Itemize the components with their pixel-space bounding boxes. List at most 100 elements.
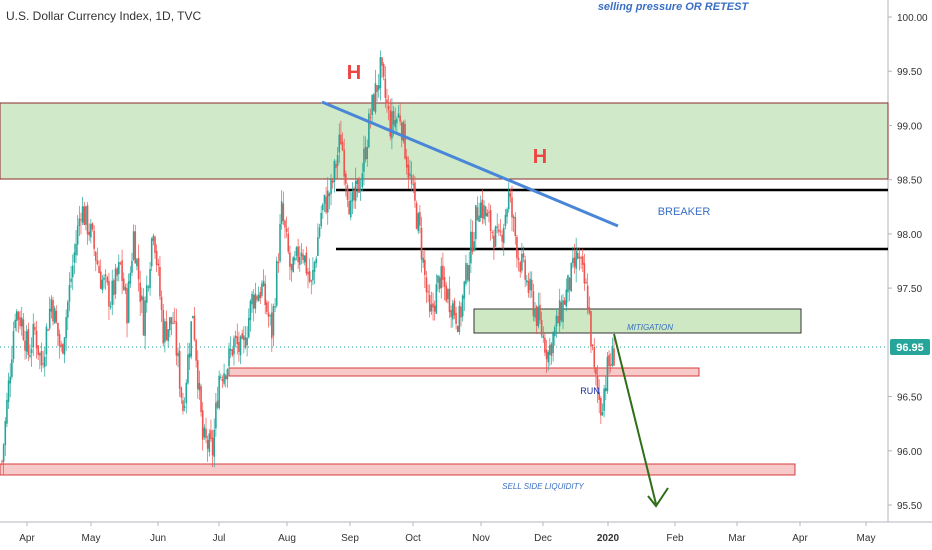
candle-body [570,262,573,292]
candle-body [330,179,332,195]
y-tick-label: 95.50 [897,501,922,512]
time-axis[interactable]: Apr May Jun Jul Aug Sep Oct Nov Dec 2020 Feb Mar Apr… [19,522,875,544]
candle-body [298,256,301,265]
candle-body [167,329,169,342]
candle-body [545,349,548,360]
candle-body [129,272,132,284]
candle-body [118,261,120,274]
candle-body [182,400,184,412]
candle-body [572,257,574,264]
candle-body [16,311,18,321]
candle-body [218,375,220,409]
candle-body [521,254,523,271]
candle-body [410,175,413,185]
x-tick-label: Aug [278,533,296,544]
candle-body [479,202,482,218]
candle-body [438,277,441,289]
candle-body [58,334,61,346]
candle-body [422,257,424,263]
candle-body [526,280,528,283]
candle-body [374,83,377,113]
candle-body [407,164,410,178]
candle-body [152,235,155,241]
candle-body [392,111,395,125]
candle-body [450,309,452,318]
candle-body [424,259,426,275]
candle-body [14,319,16,329]
candle-body [549,345,551,355]
candle-body [609,364,612,366]
y-tick-label: 97.50 [897,284,922,295]
demand-zone[interactable] [228,367,700,377]
candle-body [48,308,51,329]
candle-body [116,268,118,276]
candle-body [76,225,79,245]
candle-body [588,307,591,313]
candle-body [62,344,64,354]
forecast-arrow-head [647,487,669,508]
candle-body [233,338,235,355]
candle-body [338,134,341,153]
candle-body [55,310,58,323]
candle-body [359,189,362,192]
candle-body [478,215,480,222]
candle-body [532,291,535,317]
candle-body [257,294,260,302]
x-tick-label: Dec [534,533,552,544]
sell-side-liquidity-zone[interactable] [0,463,796,476]
candle-body [71,265,74,278]
candle-body [461,295,464,317]
candle-body [272,306,275,336]
candle-body [537,306,540,327]
candle-body [318,227,321,237]
candle-body [52,300,54,322]
candle-body [241,333,243,339]
candle-body [63,337,66,355]
forecast-arrow[interactable] [613,333,657,505]
x-tick-label: May [82,533,101,544]
candle-body [271,312,273,339]
candle-body [524,259,526,280]
candle-body [583,263,586,284]
candle-body [22,319,25,340]
supply-zone[interactable] [0,102,889,180]
candle-body [539,304,541,321]
candle-body [94,251,97,261]
candle-body [313,262,316,272]
mitigation-zone[interactable] [473,308,802,334]
candle-body [475,205,477,240]
candle-body [404,123,406,159]
candle-body [502,227,505,244]
price-axis[interactable]: 100.00 99.50 99.00 98.50 98.00 97.50 96.50 96.0… [888,13,928,512]
candle-body [389,110,392,137]
candle-body [354,181,357,201]
candle-body [81,206,84,223]
candle-body [275,260,278,306]
candle-body [183,406,186,408]
candle-body [328,193,331,197]
candle-body [448,288,451,313]
candle-body [425,277,428,293]
candle-body [517,258,520,260]
y-tick-label: 99.00 [897,121,922,132]
candle-body [50,299,53,312]
candle-body [412,184,415,186]
candle-body [213,429,216,457]
candle-body [198,382,201,391]
candle-body [295,247,298,256]
candle-body [493,235,495,249]
candle-body [376,85,378,92]
candle-body [363,148,365,172]
candle-body [405,156,408,168]
candle-body [34,327,36,330]
candle-body [142,296,145,336]
candle-body [155,250,158,265]
candle-body [573,257,576,267]
candle-body [187,354,189,384]
candle-body [99,271,102,289]
neckline-trendline[interactable] [321,100,619,228]
candle-body [221,379,224,382]
candle-body [9,376,12,384]
x-tick-label: Apr [19,533,35,544]
